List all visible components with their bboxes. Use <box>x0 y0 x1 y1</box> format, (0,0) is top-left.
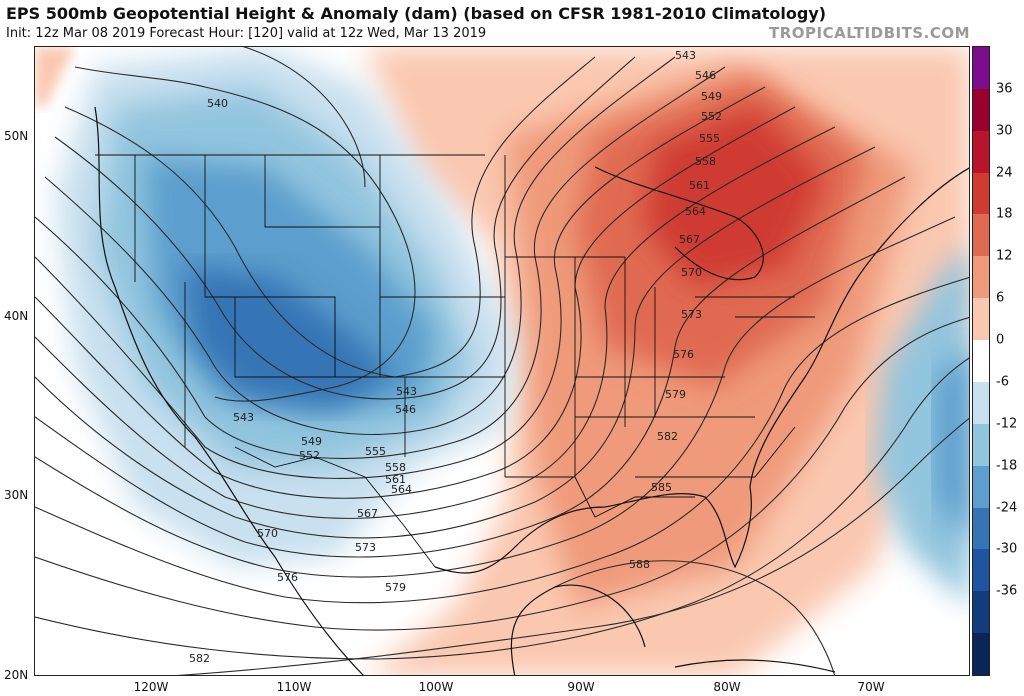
lon-label-110w: 110W <box>276 680 312 694</box>
colorbar-segment <box>973 507 989 550</box>
chart-subtitle: Init: 12z Mar 08 2019 Forecast Hour: [12… <box>6 26 487 41</box>
contour-label: 555 <box>365 445 386 458</box>
colorbar-label: -18 <box>996 458 1018 474</box>
contour-label: 579 <box>385 581 406 594</box>
contour-label: 585 <box>651 481 672 494</box>
lon-label-120w: 120W <box>133 680 169 694</box>
lat-label-20n: 20N <box>4 668 29 682</box>
atlantic-trough-inner <box>935 348 969 545</box>
trough-core <box>185 267 395 407</box>
anomaly-colorbar <box>972 46 990 676</box>
colorbar-segment <box>973 381 989 425</box>
colorbar-segment <box>973 298 989 341</box>
contour-label: 558 <box>385 461 406 474</box>
contour-label: 588 <box>629 558 650 571</box>
contour-label: 543 <box>396 385 417 398</box>
colorbar-label: -12 <box>996 416 1018 432</box>
contour-label: 558 <box>695 155 716 168</box>
contour-label: 546 <box>395 403 416 416</box>
colorbar-label: -24 <box>996 500 1018 516</box>
contour-label: 570 <box>681 266 702 279</box>
map-panel[interactable]: 540 543 543 543 546 546 549 549 552 552 … <box>34 46 970 676</box>
colorbar-segment <box>973 340 989 383</box>
contour-label: 573 <box>355 541 376 554</box>
contour-label: 579 <box>665 388 686 401</box>
contour-label: 564 <box>685 205 706 218</box>
atlantic-trough-outer <box>875 248 969 606</box>
contour-label: 576 <box>673 348 694 361</box>
colorbar-segment <box>973 423 989 467</box>
contour-label: 567 <box>357 507 378 520</box>
colorbar-segment <box>973 465 989 509</box>
contour-label: 540 <box>207 97 228 110</box>
colorbar-label: 6 <box>996 290 1005 306</box>
colorbar-label: 12 <box>996 248 1013 264</box>
chart-title: EPS 500mb Geopotential Height & Anomaly … <box>6 4 827 23</box>
contour-label: 561 <box>689 179 710 192</box>
lon-label-100w: 100W <box>418 680 454 694</box>
map-canvas: 540 543 543 543 546 546 549 549 552 552 … <box>35 47 969 675</box>
colorbar-segment <box>973 47 989 90</box>
lon-label-90w: 90W <box>567 680 595 694</box>
colorbar-label: 36 <box>996 81 1013 97</box>
lon-label-80w: 80W <box>713 680 741 694</box>
colorbar-label: -6 <box>996 374 1009 390</box>
coastline <box>94 106 969 675</box>
lat-label-50n: 50N <box>4 129 29 143</box>
colorbar-label: -36 <box>996 583 1018 599</box>
colorbar-label: 18 <box>996 206 1013 222</box>
colorbar-segment <box>973 172 989 215</box>
contour-label: 549 <box>301 435 322 448</box>
nw-ridge <box>35 47 75 107</box>
contour-label: 582 <box>189 652 210 665</box>
contour-label: 543 <box>233 411 254 424</box>
contour-label: 570 <box>257 527 278 540</box>
lat-label-30n: 30N <box>4 488 29 502</box>
height-contours <box>35 47 969 675</box>
colorbar-segment <box>973 591 989 634</box>
colorbar-segment <box>973 633 989 676</box>
colorbar-segment <box>973 549 989 592</box>
site-watermark[interactable]: TROPICALTIDBITS.COM <box>769 24 970 42</box>
colorbar-label: 30 <box>996 123 1013 139</box>
contour-label: 552 <box>701 110 722 123</box>
contour-label: 543 <box>675 49 696 62</box>
contour-label: 555 <box>699 132 720 145</box>
colorbar-label: -30 <box>996 541 1018 557</box>
anomaly-shading <box>35 47 969 675</box>
colorbar-label: 24 <box>996 165 1013 181</box>
contour-label: 582 <box>657 430 678 443</box>
colorbar-segment <box>973 214 989 257</box>
ridge-peak <box>645 107 825 287</box>
contour-label: 567 <box>679 233 700 246</box>
contour-label: 549 <box>701 90 722 103</box>
contour-label: 561 <box>385 473 406 486</box>
contour-labels: 540 543 543 543 546 546 549 549 552 552 … <box>189 49 722 665</box>
colorbar-segment <box>973 130 989 174</box>
contour-label: 552 <box>299 449 320 462</box>
colorbar-label: 0 <box>996 332 1005 348</box>
contour-label: 573 <box>681 308 702 321</box>
contour-label: 546 <box>695 69 716 82</box>
contour-label: 564 <box>391 483 412 496</box>
political-borders <box>95 154 815 568</box>
colorbar-segment <box>973 256 989 299</box>
contour-label: 576 <box>277 571 298 584</box>
lat-label-40n: 40N <box>4 309 29 323</box>
lon-label-70w: 70W <box>857 680 885 694</box>
colorbar-segment <box>973 88 989 132</box>
